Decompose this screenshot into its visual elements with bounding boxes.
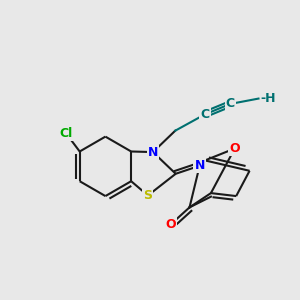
Text: O: O	[230, 142, 240, 155]
Text: -H: -H	[260, 92, 275, 105]
Text: N: N	[194, 159, 205, 172]
Text: C: C	[200, 108, 209, 121]
Text: S: S	[143, 189, 152, 202]
Text: N: N	[148, 146, 158, 159]
Text: Cl: Cl	[60, 127, 73, 140]
Text: C: C	[226, 98, 235, 110]
Text: O: O	[166, 218, 176, 231]
